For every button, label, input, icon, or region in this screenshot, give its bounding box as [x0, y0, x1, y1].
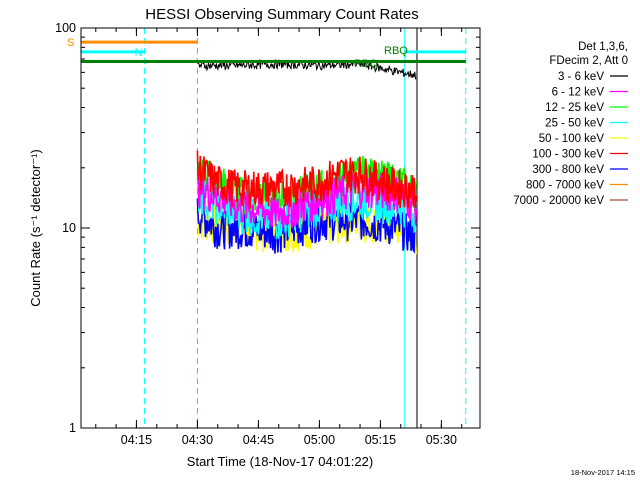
flag-bars: S N RBQ RBQ — [67, 37, 466, 70]
y-axis-label: Count Rate (s⁻¹ detector⁻¹) — [28, 149, 43, 307]
axes: 04:15 04:30 04:45 05:00 05:15 05:30 1 10 100 — [55, 21, 480, 447]
x-tick-label: 05:30 — [426, 433, 457, 447]
footer-timestamp: 18-Nov-2017 14:15 — [571, 468, 635, 477]
series-line — [196, 198, 417, 254]
y-tick-label: 1 — [69, 421, 76, 435]
chart-title: HESSI Observing Summary Count Rates — [145, 6, 418, 23]
legend-label: 7000 - 20000 keV — [513, 195, 604, 207]
x-tick-label: 04:45 — [243, 433, 274, 447]
legend: 3 - 6 keV 6 - 12 keV 12 - 25 keV 25 - 50 ke… — [513, 71, 628, 207]
segment-label: RBQ — [354, 58, 378, 70]
legend-label: 3 - 6 keV — [558, 71, 604, 83]
flag-label: N — [135, 47, 143, 59]
legend-label: 50 - 100 keV — [539, 133, 605, 145]
legend-label: 25 - 50 keV — [545, 118, 604, 130]
legend-label: 100 - 300 keV — [532, 149, 604, 161]
x-tick-label: 05:00 — [304, 433, 335, 447]
legend-header-line-1: Det 1,3,6, — [578, 41, 628, 53]
legend-label: 6 - 12 keV — [552, 87, 605, 99]
data-layer — [196, 58, 417, 255]
series-line — [196, 150, 417, 209]
legend-label: 12 - 25 keV — [545, 102, 604, 114]
y-tick-label: 100 — [55, 21, 76, 35]
segment-label: RBQ — [384, 45, 408, 57]
x-axis-label: Start Time (18-Nov-17 04:01:22) — [187, 454, 373, 469]
flag-label: S — [67, 37, 74, 49]
legend-label: 800 - 7000 keV — [526, 180, 604, 192]
x-tick-label: 05:15 — [365, 433, 396, 447]
x-tick-label: 04:30 — [182, 433, 213, 447]
series-line — [196, 58, 417, 80]
legend-header-line-2: FDecim 2, Att 0 — [549, 55, 628, 67]
legend-label: 300 - 800 keV — [532, 164, 604, 176]
x-tick-label: 04:15 — [121, 433, 152, 447]
y-tick-label: 10 — [62, 221, 76, 235]
